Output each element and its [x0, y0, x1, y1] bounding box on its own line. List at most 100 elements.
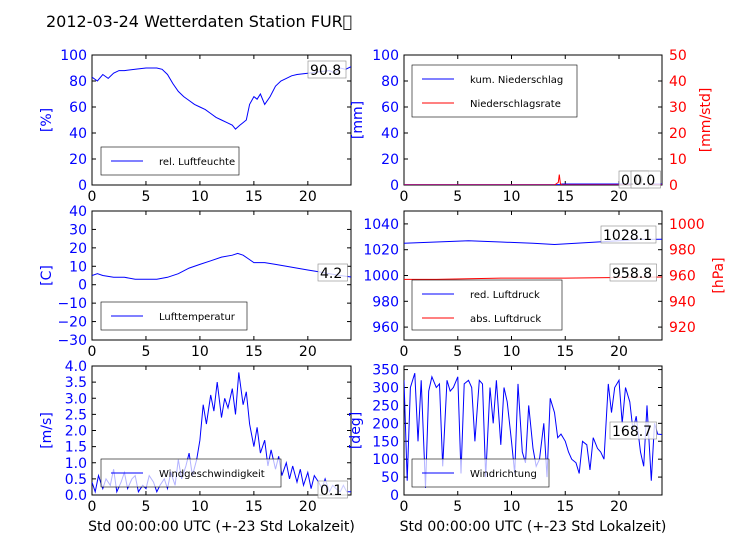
- x-tick-label: 15: [245, 344, 263, 360]
- y-tick-label: 10: [69, 259, 87, 275]
- panel-windgeschwindigkeit: 0 5 10 15 20 0.00.51.01.52.02.53.03.54.0 [m/s]…: [39, 359, 355, 535]
- annotation-box: [600, 225, 657, 244]
- y-axis-label: [m/s]: [39, 412, 55, 449]
- y-tick-label: 1.5: [65, 440, 87, 456]
- x-tick-label: 10: [503, 189, 521, 205]
- right-tick-label: 40: [669, 74, 687, 90]
- right-tick-label: 980: [669, 243, 696, 259]
- right-tick-label: 10: [669, 152, 687, 168]
- x-tick-label: 20: [299, 499, 317, 515]
- y-axis-label: [%]: [39, 108, 55, 132]
- y-tick-label: 50: [381, 470, 399, 486]
- x-tick-label: 0: [88, 189, 97, 205]
- annotation-box: [609, 421, 657, 440]
- x-tick-label: 10: [503, 344, 521, 360]
- right-tick-label: 940: [669, 294, 696, 310]
- y-tick-label: 20: [69, 152, 87, 168]
- x-tick-label: 15: [245, 499, 263, 515]
- x-tick-label: 15: [245, 189, 263, 205]
- y-tick-label: 0: [390, 178, 399, 194]
- legend: Lufttemperatur: [100, 301, 248, 331]
- legend: Windgeschwindigkeit: [100, 458, 282, 488]
- legend-label: abs. Luftdruck: [470, 314, 541, 325]
- y-tick-label: 0.5: [65, 472, 87, 488]
- right-tick-label: 0: [669, 178, 678, 194]
- annotation-text: 958.8: [612, 266, 652, 282]
- y-tick-label: 3.5: [65, 375, 87, 391]
- x-tick-label: 0: [400, 344, 409, 360]
- series-line: [92, 66, 351, 130]
- annotation-text: 4.2: [320, 266, 342, 282]
- y-tick-label: 200: [372, 416, 399, 432]
- y-tick-label: 100: [60, 48, 87, 64]
- y-axis-label: [deg]: [348, 412, 364, 449]
- annotation-text: 1028.1: [603, 228, 652, 244]
- y-tick-label: 2.5: [65, 407, 87, 423]
- x-tick-label: 5: [141, 344, 150, 360]
- x-tick-label: 5: [453, 189, 462, 205]
- series-line: [92, 252, 351, 280]
- y-tick-label: 80: [69, 74, 87, 90]
- y-tick-label: 150: [372, 434, 399, 450]
- x-tick-label: 10: [191, 189, 209, 205]
- y-tick-label: 0.0: [65, 488, 87, 504]
- legend: red. Luftdruck abs. Luftdruck: [411, 279, 563, 331]
- x-tick-label: 5: [453, 499, 462, 515]
- annotation-text: 0.0: [633, 173, 655, 189]
- annotation-box: [609, 263, 657, 282]
- y-tick-label: 4.0: [65, 359, 87, 375]
- y-tick-label: 350: [372, 363, 399, 379]
- right-tick-label: 920: [669, 320, 696, 336]
- x-tick-label: 15: [556, 344, 574, 360]
- panel-lufttemperatur: 0 5 10 15 20 −30 −20 −10 0 10 20 30 40 [C] Lufttempera…: [39, 204, 352, 360]
- panel-rel_luftfeuchte: 0 5 10 15 20 0 20 40 60 80 100 [%] rel. Luftfeuchte 9…: [39, 48, 352, 205]
- x-tick-label: 15: [556, 499, 574, 515]
- x-tick-label: 5: [453, 344, 462, 360]
- annotation-box: [317, 480, 348, 499]
- annotation-box: [307, 60, 347, 79]
- x-tick-label: 20: [610, 499, 628, 515]
- y-tick-label: 1040: [363, 217, 399, 233]
- y-tick-label: −20: [57, 315, 87, 331]
- right-tick-label: 20: [669, 126, 687, 142]
- y-tick-label: 60: [381, 100, 399, 116]
- legend-label: rel. Luftfeuchte: [159, 157, 235, 168]
- legend-box: [411, 279, 563, 331]
- x-tick-label: 0: [88, 344, 97, 360]
- y-tick-label: 0: [78, 178, 87, 194]
- legend-label: red. Luftdruck: [470, 290, 540, 301]
- y-tick-label: 980: [372, 294, 399, 310]
- y-axis-label: [C]: [39, 265, 55, 286]
- legend: rel. Luftfeuchte: [100, 146, 240, 176]
- x-tick-label: 20: [610, 344, 628, 360]
- panel-luftdruck: 0 5 10 15 20 960 980 1000 1020 1040 920 940 960 980 10…: [363, 210, 727, 360]
- figure-title: 2012-03-24 Wetterdaten Station FUR : [46, 12, 352, 31]
- y-tick-label: 20: [69, 241, 87, 257]
- legend-label: kum. Niederschlag: [470, 75, 563, 86]
- y-tick-label: 40: [69, 126, 87, 142]
- legend-label: Niederschlagsrate: [470, 99, 561, 110]
- x-tick-label: 0: [400, 499, 409, 515]
- x-tick-label: 20: [610, 189, 628, 205]
- y-axis-label: [mm]: [350, 101, 366, 139]
- y-axis-label-right: [mm/std]: [698, 88, 714, 153]
- annotation-box: [630, 170, 661, 189]
- y-tick-label: 1020: [363, 243, 399, 259]
- y-tick-label: −10: [57, 296, 87, 312]
- y-tick-label: 60: [69, 100, 87, 116]
- y-tick-label: 250: [372, 398, 399, 414]
- legend: kum. Niederschlag Niederschlagsrate: [411, 64, 578, 118]
- legend-box: [411, 64, 578, 118]
- y-tick-label: −30: [57, 333, 87, 349]
- legend-box: [100, 146, 240, 176]
- annotation-box: [317, 263, 348, 282]
- x-tick-label: 10: [191, 499, 209, 515]
- x-tick-label: 10: [191, 344, 209, 360]
- x-tick-label: 20: [299, 189, 317, 205]
- x-tick-label: 5: [141, 189, 150, 205]
- x-axis-label: Std 00:00:00 UTC (+-23 Std Lokalzeit): [88, 519, 355, 535]
- annotation-text: 90.8: [310, 63, 341, 79]
- x-tick-label: 15: [556, 189, 574, 205]
- y-tick-label: 80: [381, 74, 399, 90]
